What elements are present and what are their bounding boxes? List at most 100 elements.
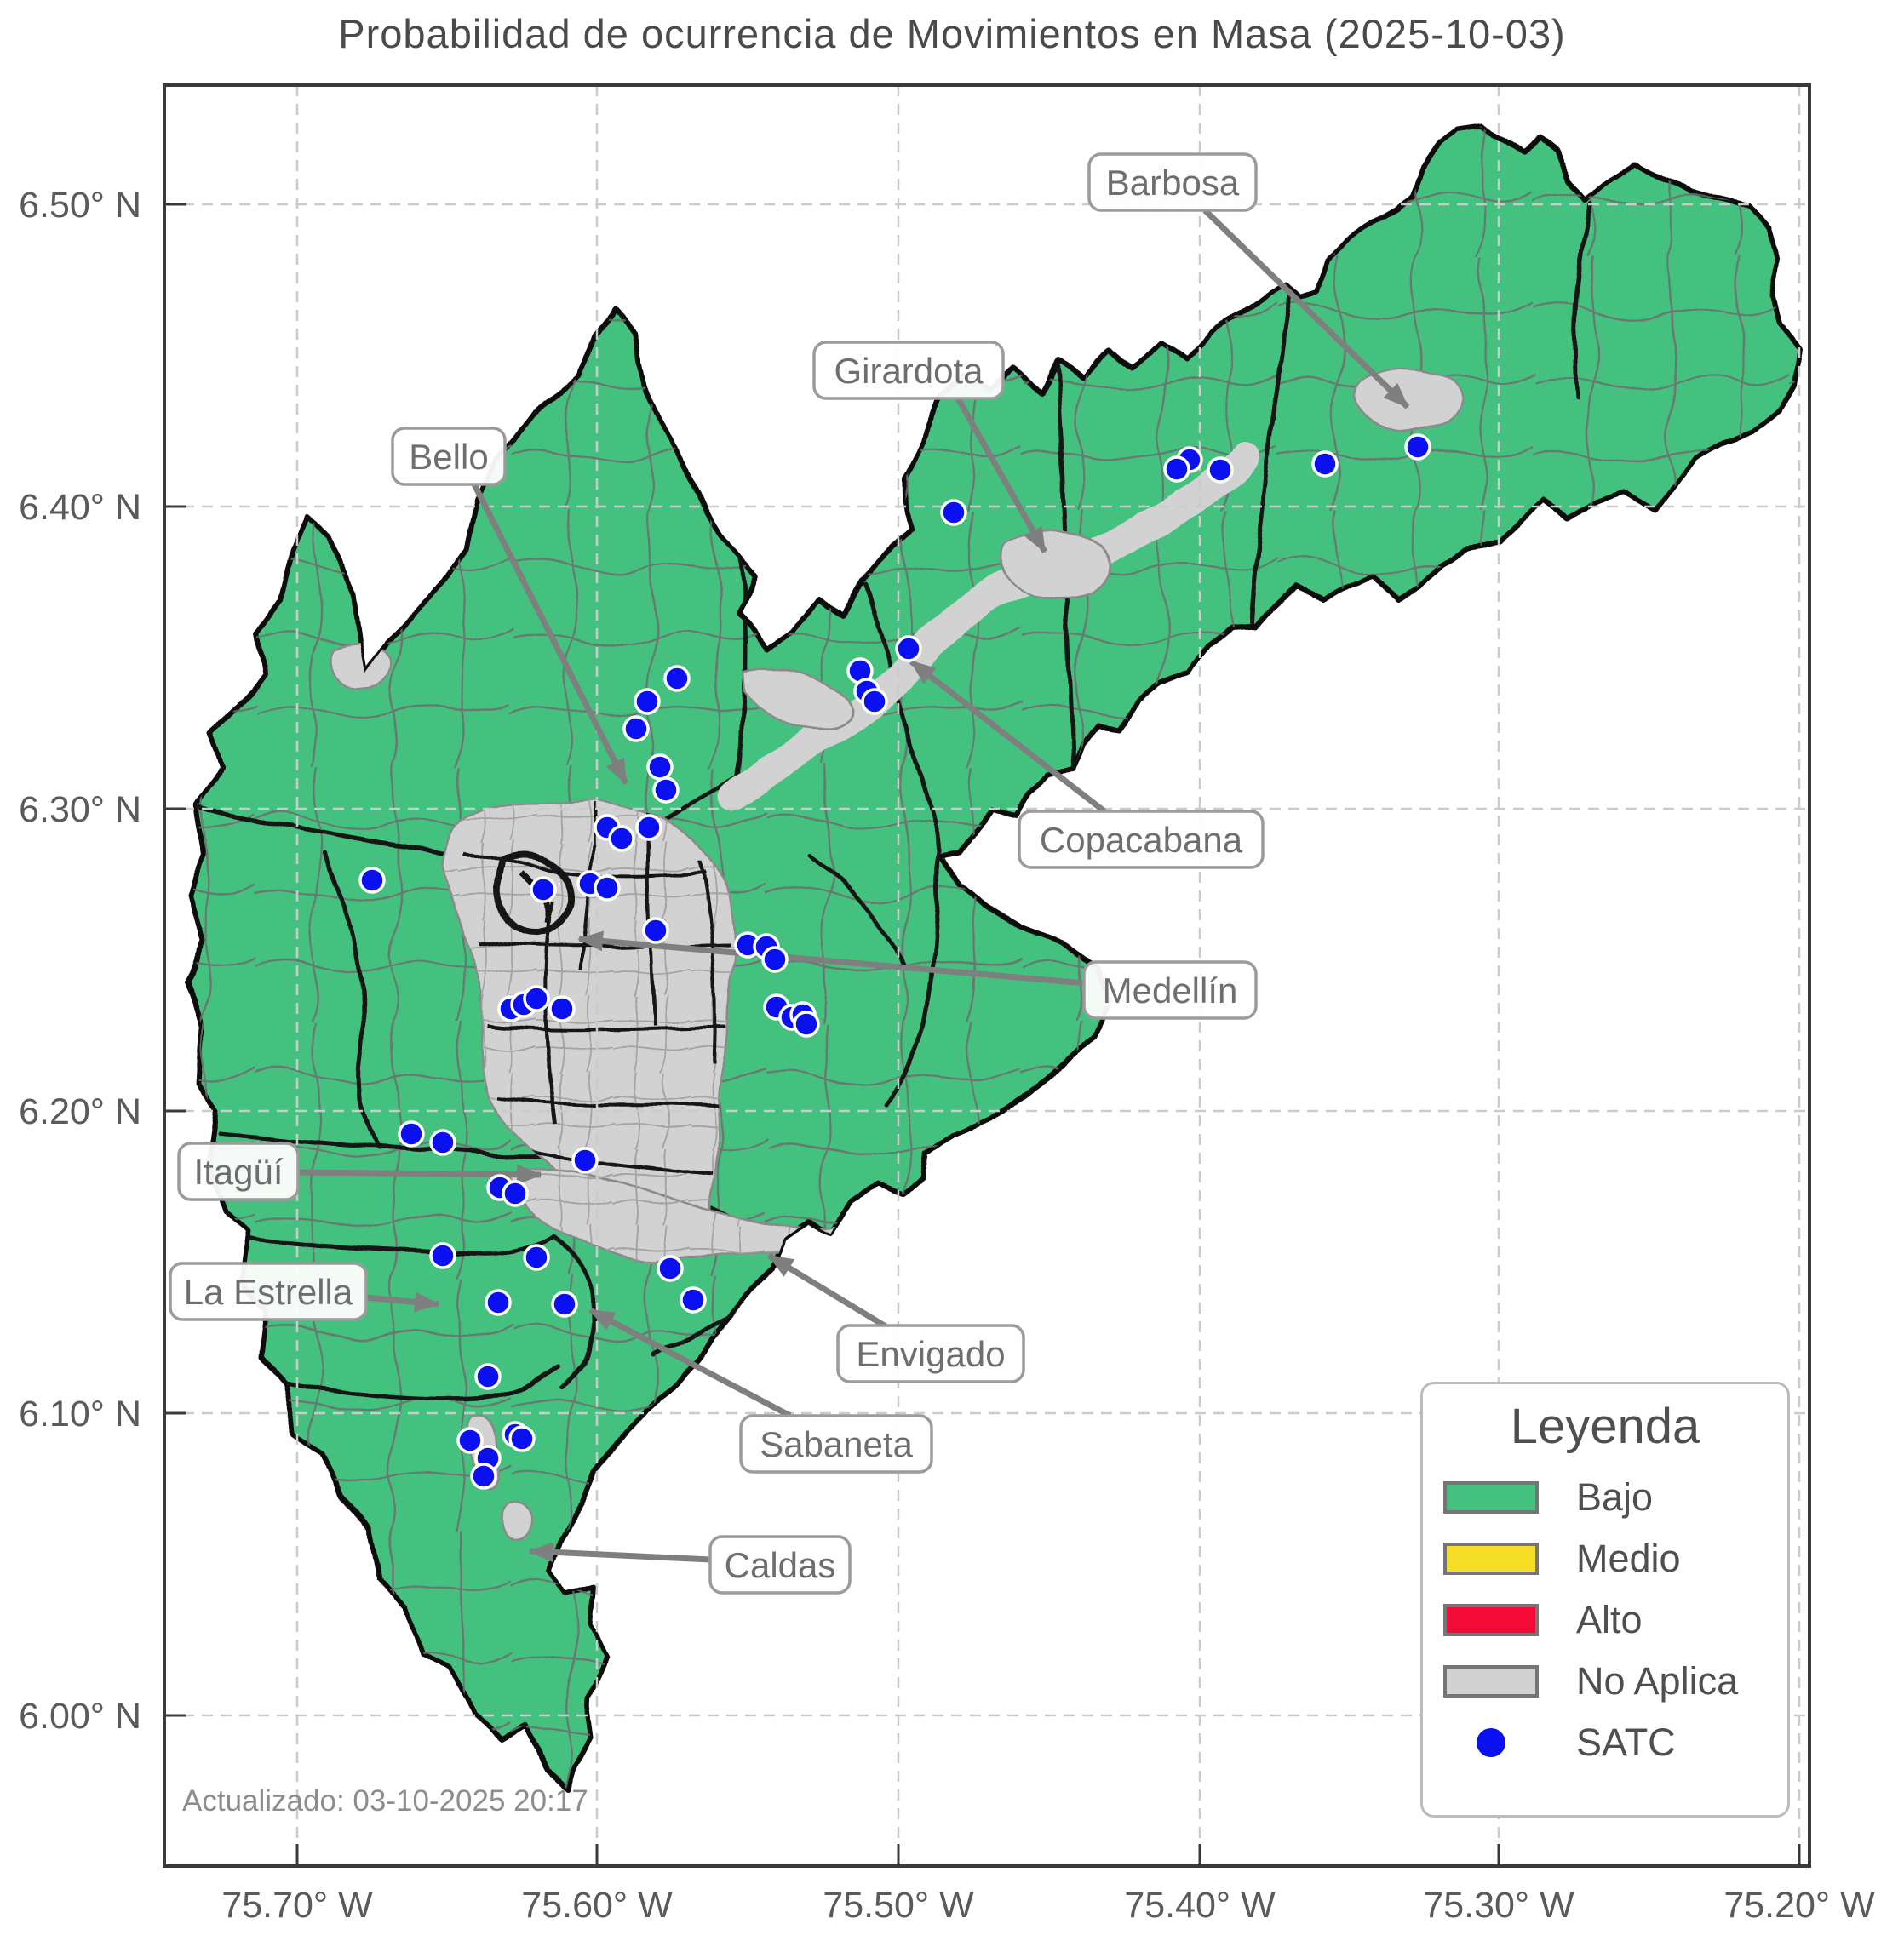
- annotation-text: Caldas: [725, 1545, 836, 1585]
- satc-dot: [1207, 456, 1234, 484]
- legend-dot-icon: [1477, 1728, 1505, 1757]
- annotation-box: [169, 1262, 368, 1321]
- annotation-text: Sabaneta: [760, 1424, 913, 1464]
- legend-swatch: [1443, 1665, 1539, 1698]
- map-label-caldas: Caldas: [528, 1535, 852, 1595]
- annotation-arrow: [471, 483, 629, 785]
- x-tick-label: 75.40° W: [1124, 1885, 1276, 1926]
- satc-dot: [861, 688, 888, 715]
- annotation-arrow: [1202, 208, 1410, 409]
- legend-label: No Aplica: [1576, 1659, 1739, 1703]
- map-label-bello: Bello: [391, 427, 629, 785]
- annotation-arrow: [364, 1291, 440, 1313]
- satc-dot: [474, 1363, 502, 1390]
- annotation-text: Girardota: [834, 351, 984, 391]
- satc-stations: [358, 433, 1431, 1490]
- annotation-arrow: [577, 930, 1086, 987]
- annotation-text: Copacabana: [1040, 820, 1243, 860]
- map-label-sabaneta: Sabaneta: [588, 1307, 933, 1474]
- annotation-box: [836, 1324, 1025, 1383]
- satc-dot: [1311, 450, 1339, 478]
- annotation-box: [1082, 960, 1258, 1020]
- annotation-arrow: [528, 1542, 712, 1563]
- satc-dot: [429, 1129, 456, 1156]
- satc-dot: [548, 995, 576, 1022]
- annotation-box: [708, 1535, 852, 1595]
- satc-dot: [594, 874, 621, 902]
- satc-dot: [680, 1286, 707, 1314]
- annotation-box: [812, 341, 1005, 400]
- satc-dot: [1163, 455, 1190, 483]
- annotation-box: [739, 1414, 933, 1474]
- x-tick-label: 75.50° W: [823, 1885, 974, 1926]
- satc-dot: [622, 715, 650, 742]
- satc-dot: [642, 917, 669, 944]
- satc-dot: [456, 1427, 484, 1454]
- annotation-box: [391, 427, 507, 486]
- satc-dot: [895, 635, 922, 662]
- map-label-barbosa: Barbosa: [1087, 152, 1410, 409]
- satc-dot: [523, 985, 550, 1012]
- satc-dot: [502, 1180, 529, 1207]
- legend-item-bajo: Bajo: [1423, 1467, 1787, 1528]
- annotation-box: [1018, 810, 1265, 869]
- legend-item-medio: Medio: [1423, 1528, 1787, 1589]
- satc-dot: [358, 867, 386, 894]
- map-label-copacabana: Copacabana: [909, 659, 1265, 869]
- page-title: Probabilidad de ocurrencia de Movimiento…: [338, 11, 1566, 56]
- satc-dot: [761, 946, 789, 973]
- y-tick-label: 6.20° N: [19, 1091, 141, 1132]
- legend-swatch: [1443, 1604, 1539, 1636]
- satc-dot: [652, 776, 680, 804]
- annotation-arrow: [909, 659, 1107, 814]
- satc-dot: [429, 1242, 456, 1269]
- y-tick-label: 6.30° N: [19, 789, 141, 830]
- legend: Leyenda Bajo Medio Alto No Aplica SATC: [1420, 1382, 1790, 1818]
- legend-item-satc: SATC: [1423, 1712, 1787, 1773]
- map-label-medellin: Medellín: [577, 930, 1258, 1020]
- legend-swatch: [1443, 1481, 1539, 1514]
- legend-label: Alto: [1576, 1598, 1643, 1641]
- satc-dot: [634, 688, 661, 715]
- updated-timestamp: Actualizado: 03-10-2025 20:17: [182, 1784, 588, 1818]
- legend-label: Medio: [1576, 1537, 1681, 1580]
- y-tick-label: 6.40° N: [19, 487, 141, 528]
- x-tick-label: 75.60° W: [521, 1885, 673, 1926]
- satc-dot: [530, 876, 557, 903]
- legend-item-no-aplica: No Aplica: [1423, 1651, 1787, 1712]
- legend-label: Bajo: [1576, 1475, 1654, 1519]
- satc-dot: [635, 814, 662, 841]
- satc-dot: [571, 1147, 599, 1174]
- satc-dot: [523, 1244, 550, 1271]
- legend-item-alto: Alto: [1423, 1589, 1787, 1651]
- annotation-text: Barbosa: [1106, 163, 1240, 203]
- map-label-itagui: Itagüí: [177, 1142, 542, 1201]
- municipality-annotations: Barbosa Girardota Bello Copacabana Medellín I…: [169, 152, 1410, 1595]
- annotation-text: Bello: [409, 437, 488, 477]
- annotation-box: [1087, 152, 1258, 212]
- satc-dot: [1404, 433, 1431, 461]
- annotation-arrow: [767, 1253, 887, 1329]
- annotation-text: La Estrella: [184, 1272, 353, 1312]
- y-tick-label: 6.00° N: [19, 1696, 141, 1737]
- annotation-arrow: [955, 397, 1048, 553]
- annotation-box: [177, 1142, 300, 1201]
- satc-dot: [485, 1289, 512, 1316]
- axes: 75.70° W 75.60° W 75.50° W 75.40° W 75.30° W…: [19, 185, 1875, 1926]
- annotation-arrow: [296, 1164, 542, 1185]
- x-tick-label: 75.70° W: [221, 1885, 373, 1926]
- y-tick-label: 6.50° N: [19, 185, 141, 226]
- plot-frame: [163, 83, 1811, 1868]
- satc-dot: [940, 499, 967, 526]
- map-label-girardota: Girardota: [812, 341, 1048, 553]
- y-tick-label: 6.10° N: [19, 1394, 141, 1434]
- annotation-text: Envigado: [856, 1334, 1005, 1374]
- satc-dot: [551, 1291, 578, 1318]
- legend-swatch: [1443, 1543, 1539, 1575]
- satc-dot: [663, 665, 691, 692]
- annotation-arrow: [588, 1307, 792, 1419]
- satc-dot: [608, 825, 635, 852]
- satc-dot: [657, 1255, 684, 1282]
